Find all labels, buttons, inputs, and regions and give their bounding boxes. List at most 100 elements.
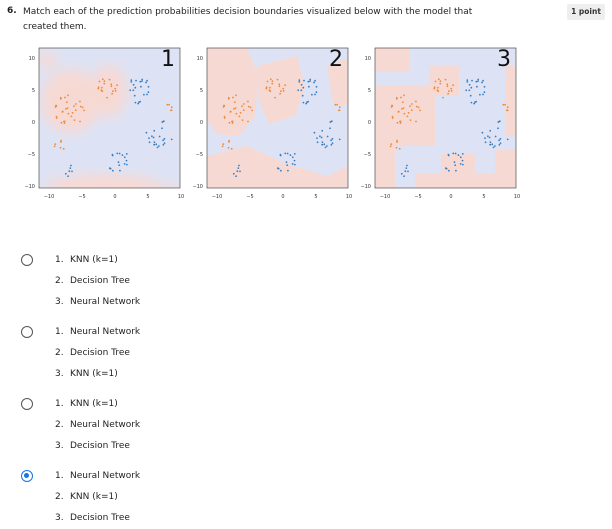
scatter-point xyxy=(331,142,334,144)
scatter-point xyxy=(396,141,398,143)
scatter-point xyxy=(116,84,118,86)
scatter-point xyxy=(163,137,166,140)
scatter-point xyxy=(403,112,406,115)
scatter-point xyxy=(331,137,334,140)
scatter-point xyxy=(482,79,484,82)
scatter-point xyxy=(482,93,484,96)
scatter-point xyxy=(489,129,492,132)
scatter-point xyxy=(123,163,126,165)
scatter-point xyxy=(97,87,100,90)
scatter-point xyxy=(461,153,464,155)
scatter-point xyxy=(251,109,253,112)
scatter-point xyxy=(473,102,476,105)
scatter-point xyxy=(228,139,230,142)
scatter-point xyxy=(400,96,402,99)
scatter-point xyxy=(399,120,401,123)
scatter-point xyxy=(145,131,148,134)
scatter-point xyxy=(391,104,393,107)
scatter-point xyxy=(433,86,436,89)
option-ordering-list: 1. Neural Network 2. Decision Tree 3. KNN (k=… xyxy=(55,322,140,385)
radio-button-selected[interactable] xyxy=(21,470,33,482)
scatter-point xyxy=(125,159,128,162)
y-tick-label: 0 xyxy=(32,120,35,126)
scatter-point xyxy=(444,167,447,170)
scatter-point xyxy=(101,86,103,89)
scatter-point xyxy=(291,156,294,159)
scatter-point xyxy=(141,78,144,81)
scatter-point xyxy=(65,101,68,104)
scatter-point xyxy=(100,89,103,91)
scatter-point xyxy=(506,109,508,112)
scatter-point xyxy=(151,135,153,138)
scatter-point xyxy=(235,94,237,97)
scatter-point xyxy=(67,94,69,97)
scatter-point xyxy=(110,83,113,86)
scatter-point xyxy=(338,109,340,112)
scatter-point xyxy=(450,90,453,92)
scatter-point xyxy=(103,80,106,83)
radio-button[interactable] xyxy=(21,398,33,410)
scatter-point xyxy=(395,146,398,149)
scatter-point xyxy=(266,80,269,83)
scatter-point xyxy=(233,108,235,110)
scatter-point xyxy=(121,154,124,156)
scatter-point xyxy=(101,78,104,81)
radio-button[interactable] xyxy=(21,326,33,338)
scatter-point xyxy=(313,81,315,84)
option-ordering-list: 1. KNN (k=1) 2. Neural Network 3. Decision Tr… xyxy=(55,394,140,457)
y-tick-label: −10 xyxy=(24,184,35,190)
scatter-point xyxy=(152,136,155,139)
scatter-point xyxy=(156,146,159,149)
scatter-point xyxy=(59,146,62,149)
scatter-point xyxy=(71,170,73,173)
plot-label: 1 xyxy=(161,47,175,72)
scatter-point xyxy=(293,159,296,162)
scatter-point xyxy=(324,146,327,149)
y-tick-label: 5 xyxy=(32,88,35,94)
scatter-point xyxy=(108,167,111,170)
scatter-point xyxy=(470,86,473,89)
y-tick-label: 10 xyxy=(29,56,35,62)
scatter-point xyxy=(447,154,450,157)
scatter-point xyxy=(309,78,312,81)
scatter-point xyxy=(284,152,287,155)
scatter-point xyxy=(63,122,66,124)
scatter-point xyxy=(247,105,250,108)
scatter-point xyxy=(139,80,142,83)
scatter-point xyxy=(494,145,496,147)
scatter-point xyxy=(141,80,143,82)
scatter-point xyxy=(321,129,324,132)
scatter-point xyxy=(391,117,394,119)
scatter-point xyxy=(282,87,285,90)
scatter-point xyxy=(404,170,407,173)
scatter-point xyxy=(65,108,67,110)
scatter-point xyxy=(73,105,75,108)
scatter-point xyxy=(390,143,393,146)
scatter-point xyxy=(118,152,121,155)
scatter-point xyxy=(391,115,394,118)
scatter-point xyxy=(130,81,133,83)
scatter-point xyxy=(75,103,77,105)
scatter-point xyxy=(232,96,234,99)
scatter-point xyxy=(129,89,132,92)
y-tick-label: 0 xyxy=(200,120,203,126)
scatter-point xyxy=(491,143,494,146)
scatter-point xyxy=(278,83,281,86)
scatter-point xyxy=(291,163,294,165)
scatter-point xyxy=(147,91,150,94)
scatter-point xyxy=(454,164,457,166)
y-tick-label: 0 xyxy=(368,120,371,126)
scatter-point xyxy=(465,89,468,92)
scatter-point xyxy=(221,145,224,148)
scatter-point xyxy=(170,106,173,109)
scatter-point xyxy=(135,79,137,82)
option-item-number: 2. xyxy=(55,348,64,358)
scatter-point xyxy=(106,96,108,99)
radio-button[interactable] xyxy=(21,254,33,266)
option-item: 2. Decision Tree xyxy=(55,343,140,364)
scatter-point xyxy=(170,109,172,112)
scatter-point xyxy=(437,78,440,81)
x-tick-label: 5 xyxy=(314,194,317,200)
scatter-point xyxy=(488,136,491,139)
option-item: 1. KNN (k=1) xyxy=(55,250,140,271)
